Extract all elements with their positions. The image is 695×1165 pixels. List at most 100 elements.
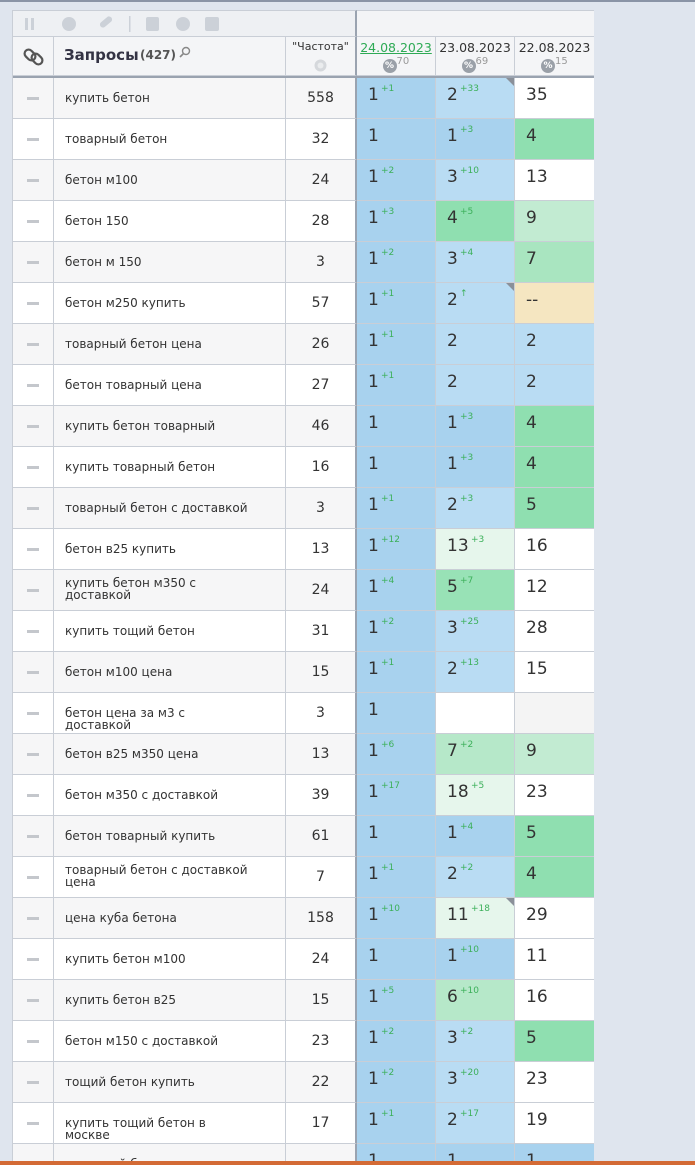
- position-cell: 1 +17: [357, 775, 436, 816]
- position-cell: 15: [515, 652, 594, 693]
- frequency-title[interactable]: "Частота": [292, 40, 349, 53]
- position-change: +10: [460, 166, 479, 176]
- position-value: 12: [526, 577, 548, 597]
- query-cell: товарный бетон цена: [54, 324, 286, 365]
- remove-button[interactable]: [27, 917, 39, 920]
- action-cell: [13, 1021, 54, 1062]
- table-row: цена куба бетона 158 1 +10 11 +18 29: [13, 898, 594, 939]
- remove-button[interactable]: [27, 425, 39, 428]
- remove-button[interactable]: [27, 261, 39, 264]
- position-value: 1: [368, 946, 379, 966]
- query-text: бетон в25 купить: [65, 542, 176, 556]
- position-value: 2: [447, 372, 458, 392]
- action-cell: [13, 201, 54, 242]
- date-label[interactable]: 22.08.2023: [518, 40, 591, 55]
- table-row: бетон м250 купить 57 1 +1 2 ↑ --: [13, 283, 594, 324]
- table-row: купить тощий бетон 31 1 +2 3 +25 28: [13, 611, 594, 652]
- query-text: купить тощий бетон: [65, 624, 195, 638]
- remove-button[interactable]: [27, 466, 39, 469]
- query-text: бетон м350 с доставкой: [65, 788, 218, 802]
- position-cell: 2 +17: [436, 1103, 515, 1144]
- position-change: +10: [381, 904, 400, 914]
- query-cell: товарный бетон с доставкой цена: [54, 857, 286, 898]
- link-icon[interactable]: [13, 37, 54, 76]
- remove-button[interactable]: [27, 179, 39, 182]
- position-cell: 1 +10: [436, 939, 515, 980]
- position-value: 2: [447, 659, 458, 679]
- remove-button[interactable]: [27, 97, 39, 100]
- frequency-cell: 46: [286, 406, 357, 447]
- date-label[interactable]: 24.08.2023: [360, 40, 432, 55]
- position-cell: 1: [436, 1144, 515, 1165]
- position-cell: 29: [515, 898, 594, 939]
- remove-button[interactable]: [27, 876, 39, 879]
- toolbar-icons[interactable]: [19, 11, 259, 37]
- query-cell: купить бетон товарный: [54, 406, 286, 447]
- remove-button[interactable]: [27, 138, 39, 141]
- position-cell: 3 +4: [436, 242, 515, 283]
- search-icon[interactable]: [178, 46, 192, 60]
- remove-button[interactable]: [27, 384, 39, 387]
- remove-button[interactable]: [27, 220, 39, 223]
- position-value: 1: [368, 208, 379, 228]
- position-change: +6: [381, 740, 395, 750]
- position-cell: 1 +2: [357, 242, 436, 283]
- position-value: 9: [526, 741, 537, 761]
- position-value: 1: [447, 946, 458, 966]
- frequency-value: 23: [311, 1033, 330, 1049]
- remove-button[interactable]: [27, 712, 39, 715]
- query-cell: бетон цена за м3 с доставкой: [54, 693, 286, 734]
- query-text: купить бетон товарный: [65, 419, 216, 433]
- remove-button[interactable]: [27, 794, 39, 797]
- remove-button[interactable]: [27, 548, 39, 551]
- remove-button[interactable]: [27, 835, 39, 838]
- date-label[interactable]: 23.08.2023: [439, 40, 511, 55]
- position-cell: 11 +18: [436, 898, 515, 939]
- position-change: +17: [460, 1109, 479, 1119]
- frequency-value: 16: [311, 459, 330, 475]
- position-value: 2: [447, 864, 458, 884]
- position-cell: 1 +6: [357, 734, 436, 775]
- remove-button[interactable]: [27, 753, 39, 756]
- action-cell: [13, 242, 54, 283]
- position-cell: 4: [515, 447, 594, 488]
- position-cell: 1 +1: [357, 78, 436, 119]
- remove-button[interactable]: [27, 1081, 39, 1084]
- query-cell: купить бетон в25: [54, 980, 286, 1021]
- remove-button[interactable]: [27, 1040, 39, 1043]
- position-value: 1: [368, 1069, 379, 1089]
- remove-button[interactable]: [27, 630, 39, 633]
- query-cell: купить тощий бетон в москве: [54, 1103, 286, 1144]
- position-change: +10: [460, 986, 479, 996]
- frequency-cell: 158: [286, 898, 357, 939]
- action-cell: [13, 1103, 54, 1144]
- frequency-value: 13: [311, 541, 330, 557]
- position-cell: 2 ↑: [436, 283, 515, 324]
- position-value: 1: [368, 249, 379, 269]
- table-row: купить тощий бетон в москве 17 1 +1 2 +17 19: [13, 1103, 594, 1144]
- action-cell: [13, 816, 54, 857]
- remove-button[interactable]: [27, 671, 39, 674]
- position-cell: 4: [515, 119, 594, 160]
- frequency-value: 24: [311, 172, 330, 188]
- remove-button[interactable]: [27, 343, 39, 346]
- remove-button[interactable]: [27, 999, 39, 1002]
- position-value: 18: [447, 782, 469, 802]
- position-value: 1: [368, 454, 379, 474]
- remove-button[interactable]: [27, 302, 39, 305]
- query-cell: тощий бетон купить: [54, 1062, 286, 1103]
- position-cell: 23: [515, 1062, 594, 1103]
- table-row: товарный бетон 32 1 1 +3 4: [13, 119, 594, 160]
- position-value: 11: [526, 946, 548, 966]
- remove-button[interactable]: [27, 507, 39, 510]
- query-count: (427): [140, 48, 177, 62]
- position-value: 13: [526, 167, 548, 187]
- remove-button[interactable]: [27, 958, 39, 961]
- position-value: 2: [447, 495, 458, 515]
- position-value: 19: [526, 1110, 548, 1130]
- position-value: 2: [526, 372, 537, 392]
- position-cell: 35: [515, 78, 594, 119]
- remove-button[interactable]: [27, 1122, 39, 1125]
- remove-button[interactable]: [27, 589, 39, 592]
